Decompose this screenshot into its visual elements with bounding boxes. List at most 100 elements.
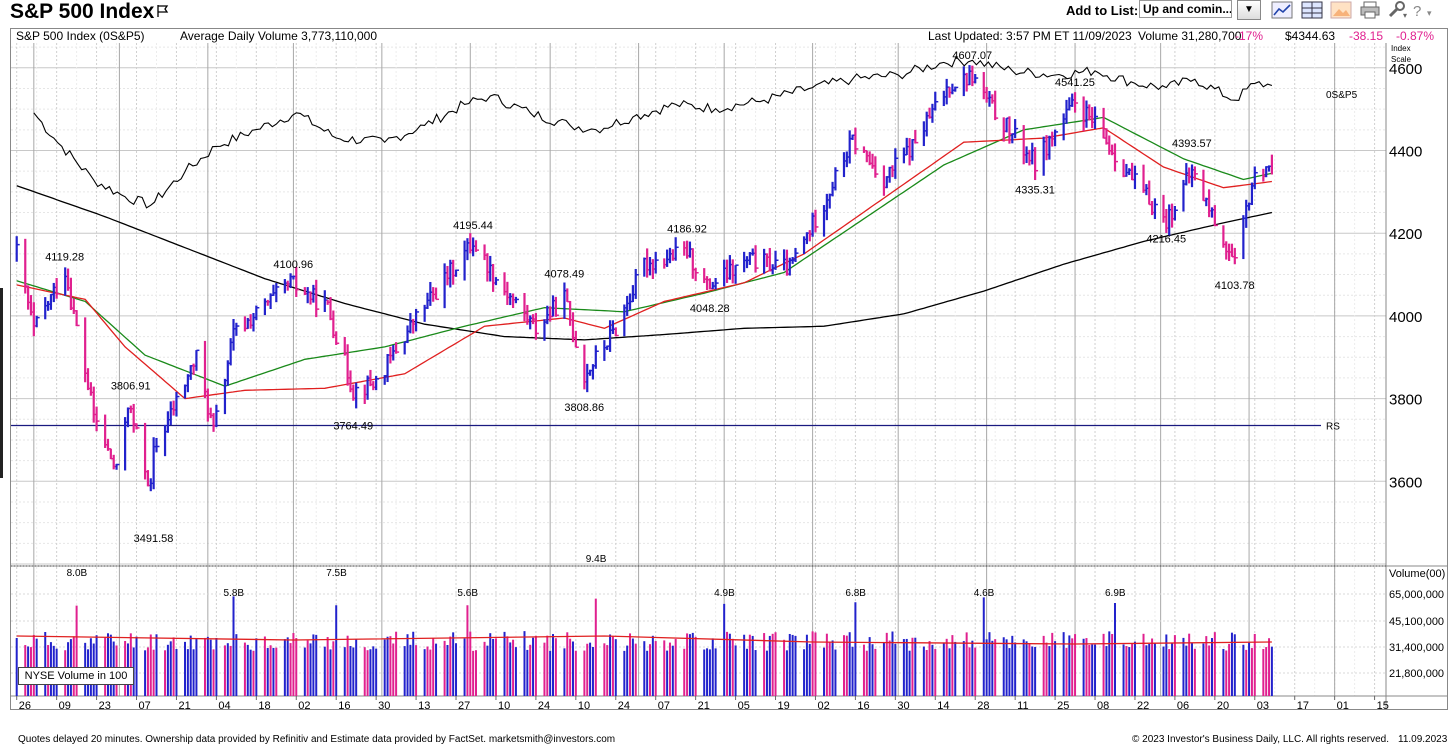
image-icon[interactable] <box>1330 1 1352 19</box>
change-label: -38.15 <box>1349 29 1384 43</box>
price-annotation: 4048.28 <box>690 303 730 315</box>
flag-icon[interactable] <box>156 4 170 18</box>
line-chart-icon[interactable] <box>1271 1 1293 19</box>
volume-bars <box>15 596 1273 696</box>
index-scale-label: Index Scale <box>1391 44 1412 64</box>
dropdown-arrow-icon[interactable]: ▼ <box>1237 0 1261 20</box>
price-annotation: 4607.07 <box>952 50 992 62</box>
volume-peak-label: 5.6B <box>457 588 478 599</box>
volume-peak-label: 6.9B <box>1105 588 1126 599</box>
x-tick-label: 15 <box>1377 700 1389 709</box>
x-tick-label: 20 <box>1217 700 1229 709</box>
rs-series-line <box>33 55 1273 209</box>
x-tick-label: 13 <box>418 700 430 709</box>
top-toolbar: S&P 500 Index Add to List: Up and comin.… <box>0 0 1456 26</box>
volume-tick-label: 45,100,000 <box>1389 616 1444 628</box>
add-to-list-select[interactable]: Up and comin... <box>1139 0 1232 18</box>
x-tick-label: 16 <box>857 700 869 709</box>
symbol-label: S&P 500 Index (0S&P5) <box>16 29 145 43</box>
x-tick-label: 11 <box>1017 700 1028 709</box>
svg-text:▾: ▾ <box>1403 11 1407 19</box>
x-tick-label: 24 <box>618 700 630 709</box>
price-annotation: 3806.91 <box>111 381 151 393</box>
price-annotation: 4078.49 <box>544 268 584 280</box>
x-tick-label: 30 <box>378 700 390 709</box>
rs-line-label: RS <box>1326 421 1340 432</box>
last-updated-label: Last Updated: 3:57 PM ET 11/09/2023 <box>928 29 1132 43</box>
rs-series-label: 0S&P5 <box>1326 90 1358 101</box>
left-edge-bar <box>0 288 3 478</box>
x-tick-label: 21 <box>698 700 710 709</box>
svg-text:?: ? <box>1413 3 1421 19</box>
volume-label: Volume 31,280,700 <box>1138 29 1242 43</box>
x-tick-label: 02 <box>817 700 829 709</box>
y-tick-label: 3600 <box>1389 474 1422 491</box>
volume-peak-label: 8.0B <box>67 568 88 579</box>
x-tick-label: 05 <box>738 700 750 709</box>
price-annotation: 4216.45 <box>1146 233 1186 245</box>
x-tick-label: 10 <box>498 700 510 709</box>
x-tick-label: 30 <box>897 700 909 709</box>
settings-icon[interactable]: ▾ <box>1386 1 1408 19</box>
ma-200-line <box>16 185 1273 341</box>
price-annotation: 4100.96 <box>273 259 313 271</box>
grid <box>11 43 1386 696</box>
x-tick-label: 17 <box>1297 700 1309 709</box>
ma-21-line <box>16 127 1272 400</box>
y-tick-label: 4400 <box>1389 144 1422 161</box>
volume-peak-label: 4.6B <box>974 588 995 599</box>
x-tick-label: 14 <box>937 700 949 709</box>
price-annotation: 4393.57 <box>1172 138 1212 150</box>
x-tick-label: 18 <box>258 700 270 709</box>
x-tick-label: 02 <box>298 700 310 709</box>
volume-axis-title: Volume(00) <box>1389 568 1445 580</box>
footer-copyright: © 2023 Investor's Business Daily, LLC. A… <box>1132 734 1389 745</box>
x-tick-label: 07 <box>658 700 670 709</box>
x-tick-label: 19 <box>778 700 790 709</box>
volume-tick-label: 31,400,000 <box>1389 642 1444 654</box>
x-tick-label: 07 <box>139 700 151 709</box>
volume-peak-label: 6.8B <box>845 588 866 599</box>
x-tick-label: 10 <box>578 700 590 709</box>
price-annotation: 3491.58 <box>134 533 174 545</box>
volume-peak-label: 7.5B <box>326 568 347 579</box>
table-icon[interactable] <box>1301 1 1323 19</box>
y-tick-label: 4600 <box>1389 61 1422 78</box>
price-annotation: 4119.28 <box>45 252 84 264</box>
x-tick-label: 16 <box>338 700 350 709</box>
x-tick-label: 08 <box>1097 700 1109 709</box>
page-title: S&P 500 Index <box>10 0 155 23</box>
volume-change-label: -17% <box>1235 29 1264 43</box>
x-tick-label: 01 <box>1337 700 1349 709</box>
chart-panel: S&P 500 Index (0S&P5) Average Daily Volu… <box>10 28 1448 710</box>
price-annotation: 4541.25 <box>1055 77 1095 89</box>
x-tick-label: 25 <box>1057 700 1069 709</box>
volume-tick-label: 65,000,000 <box>1389 589 1444 601</box>
x-tick-label: 21 <box>178 700 190 709</box>
price-annotation: 4335.31 <box>1015 184 1055 196</box>
footer-date: 11.09.2023 <box>1398 734 1448 745</box>
x-tick-label: 28 <box>977 700 989 709</box>
y-tick-label: 4000 <box>1389 309 1422 326</box>
change-pct-label: -0.87% <box>1396 29 1435 43</box>
x-tick-label: 06 <box>1177 700 1189 709</box>
price-annotation: 4195.44 <box>453 220 493 232</box>
y-tick-label: 3800 <box>1389 392 1422 409</box>
footer-disclaimer: Quotes delayed 20 minutes. Ownership dat… <box>18 734 616 745</box>
price-annotation: 4103.78 <box>1215 280 1255 292</box>
price-bars <box>15 65 1273 492</box>
volume-legend: NYSE Volume in 100 <box>18 667 134 685</box>
x-tick-label: 27 <box>458 700 470 709</box>
ma-50-line <box>16 116 1273 387</box>
x-tick-label: 26 <box>19 700 31 709</box>
price-annotation: 3764.49 <box>333 420 373 432</box>
help-icon[interactable]: ? ▾ <box>1411 1 1441 19</box>
svg-text:▾: ▾ <box>1427 8 1432 18</box>
x-tick-label: 03 <box>1257 700 1269 709</box>
x-tick-label: 24 <box>538 700 550 709</box>
x-tick-label: 09 <box>59 700 71 709</box>
print-icon[interactable] <box>1359 1 1381 19</box>
add-to-list-label: Add to List: <box>1066 3 1139 18</box>
volume-peak-label: 5.8B <box>224 588 245 599</box>
